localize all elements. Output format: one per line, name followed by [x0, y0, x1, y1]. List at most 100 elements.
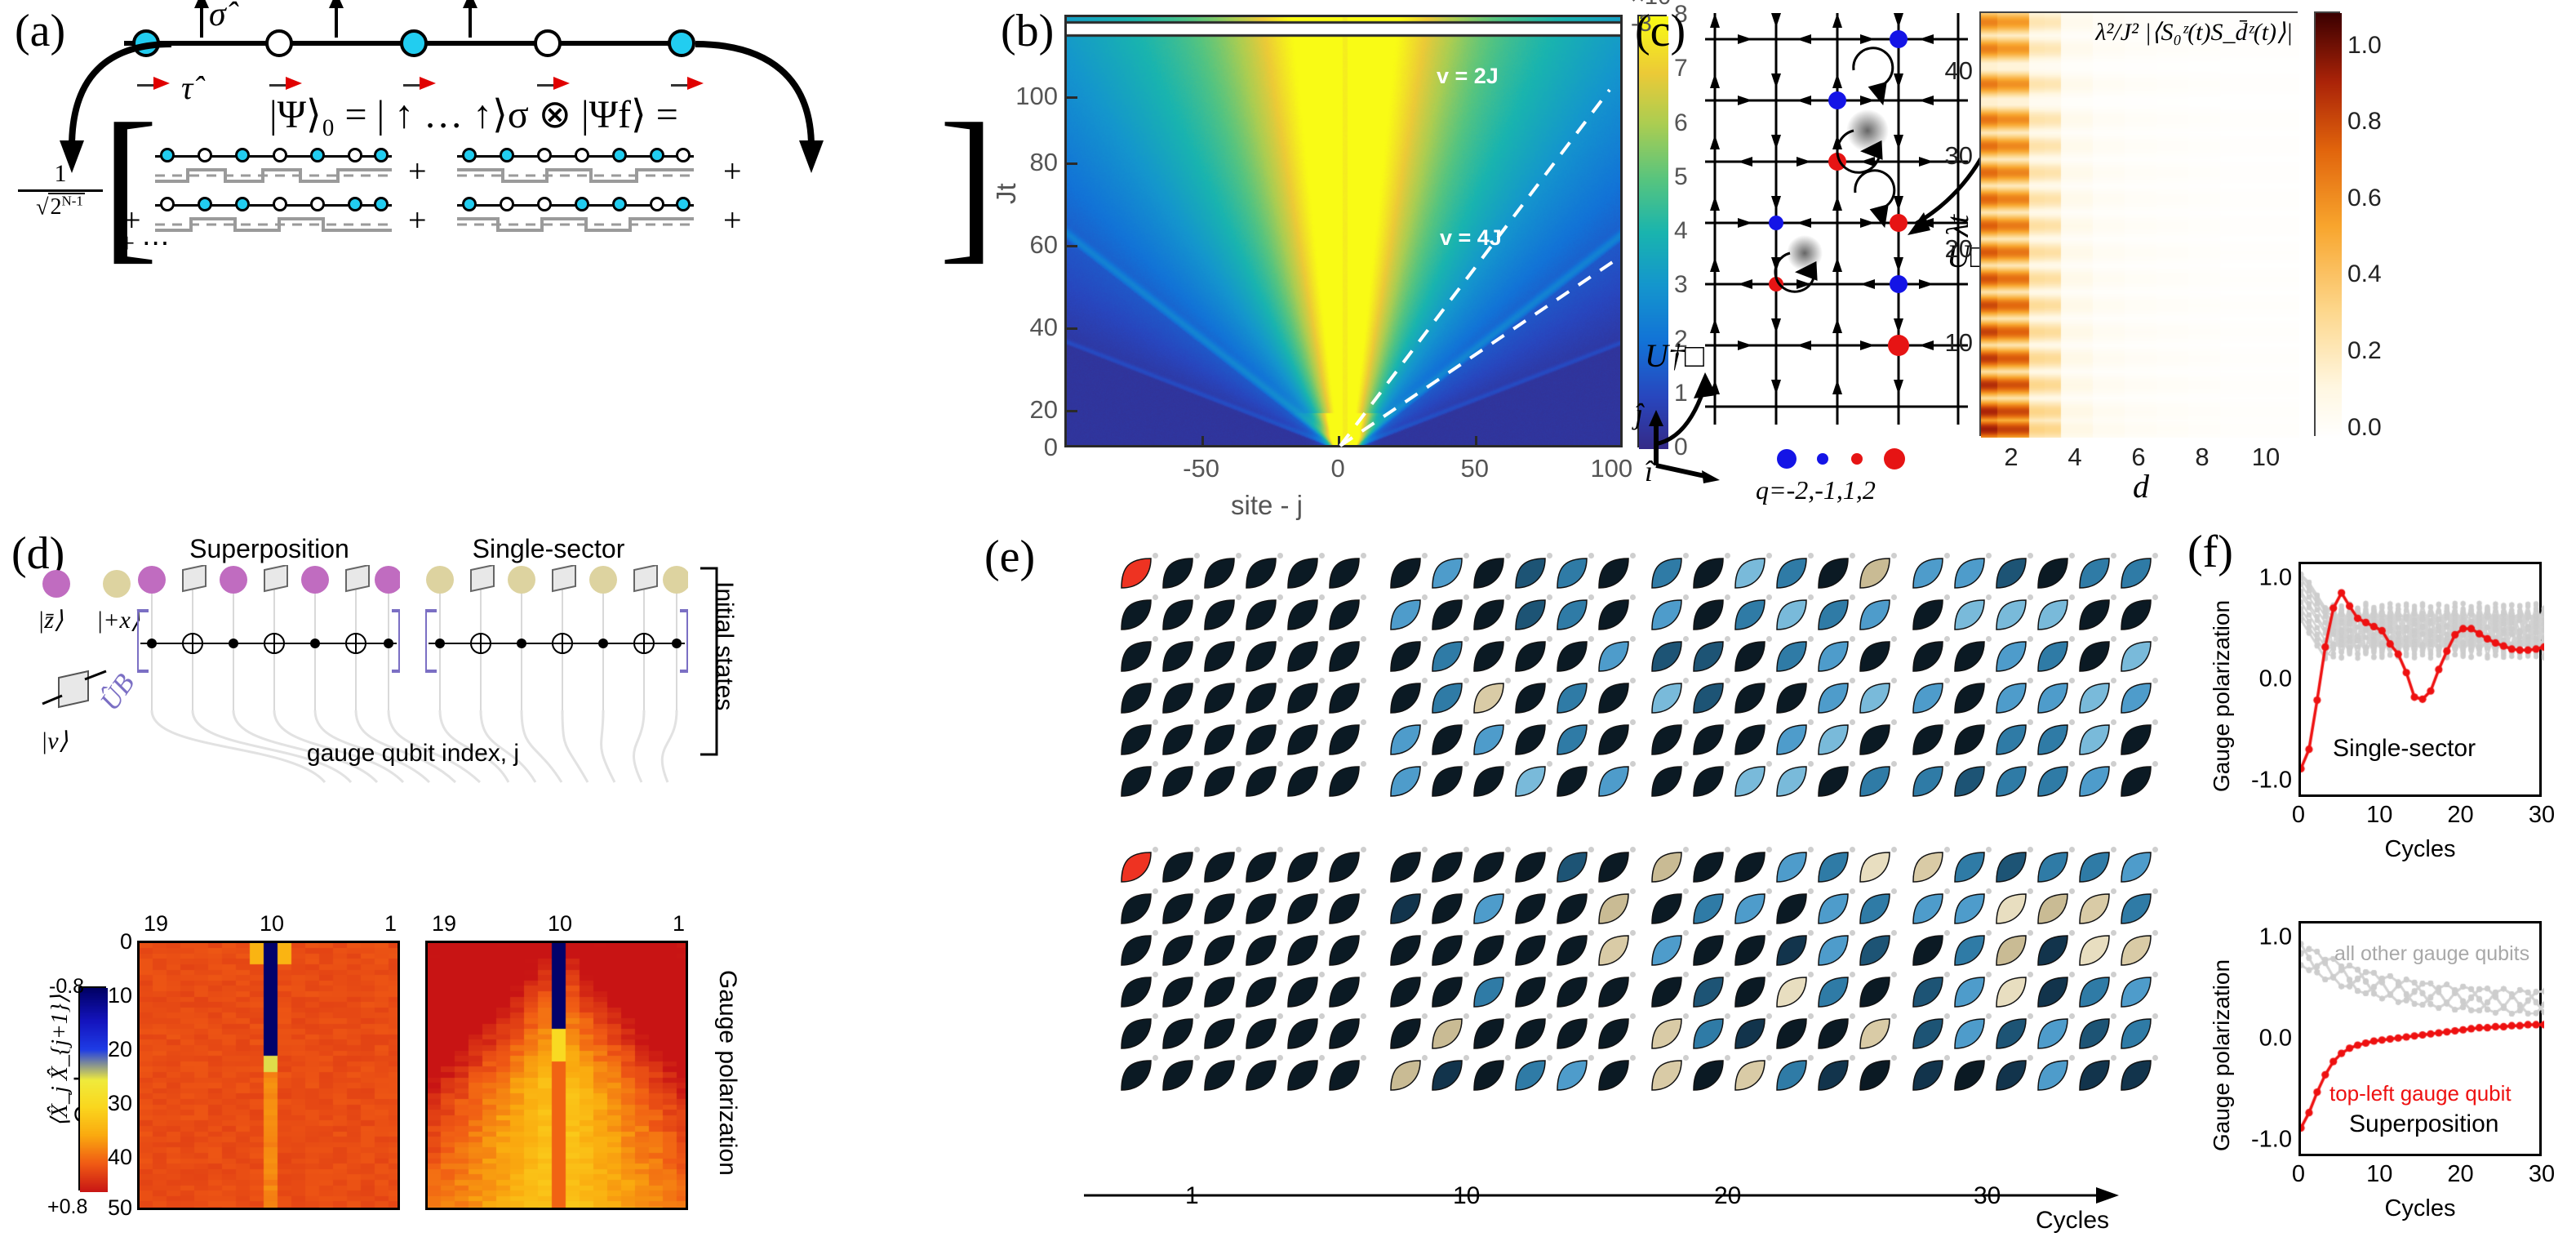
gauge-qubit-petal [1243, 639, 1281, 676]
gauge-qubit-cell [1910, 849, 1948, 891]
gauge-qubit-cell [1857, 597, 1894, 639]
coupler-pin [1850, 719, 1855, 725]
coupler-pin [1319, 1055, 1325, 1061]
gauge-qubit-cell [1649, 639, 1686, 680]
gauge-qubit-cell [1649, 891, 1686, 932]
gauge-qubit-cell [1512, 891, 1550, 932]
gauge-qubit-cell [1285, 639, 1322, 680]
gauge-qubit-petal [1732, 639, 1770, 676]
gauge-qubit-petal [1993, 1016, 2031, 1053]
gauge-qubit-cell [1910, 555, 1948, 597]
gauge-qubit-cell [1285, 680, 1322, 722]
gauge-qubit-petal [1160, 849, 1197, 887]
gauge-qubit-petal [1596, 722, 1633, 759]
coupler-pin [1766, 847, 1772, 852]
coupler-pin [1547, 678, 1552, 683]
coupler-pin [1422, 1013, 1428, 1019]
coupler-pin [1236, 930, 1241, 936]
coupler-pin [2111, 1055, 2116, 1061]
gauge-qubit-petal [1815, 597, 1853, 634]
gauge-qubit-petal [1993, 1057, 2031, 1095]
gauge-qubit-cell [1952, 1057, 1989, 1099]
circuit-single-sector [425, 565, 688, 712]
gauge-qubit-petal [1512, 722, 1550, 759]
gauge-qubit-petal [1243, 722, 1281, 759]
charge-blue [1828, 91, 1846, 109]
coupler-pin [1194, 719, 1200, 725]
coupler-pin [1944, 1013, 1950, 1019]
coupler-pin [1850, 553, 1855, 558]
gauge-qubit-cell [1512, 974, 1550, 1016]
gauge-qubit-cell [1471, 1016, 1508, 1057]
coupler-pin [1236, 594, 1241, 600]
coupler-pin [1683, 636, 1689, 642]
coupler-pin [1153, 847, 1158, 852]
gauge-qubit-cell [1285, 555, 1322, 597]
coupler-pin [1986, 761, 1992, 767]
coupler-pin [1850, 930, 1855, 936]
gauge-qubit-cell [1910, 680, 1948, 722]
gauge-qubit-cell [1690, 722, 1728, 763]
gauge-qubit-cell [1471, 891, 1508, 932]
gauge-qubit-cell [1429, 763, 1467, 805]
gauge-qubit-petal [1118, 1016, 1156, 1053]
gauge-qubit-petal [1388, 639, 1425, 676]
gauge-qubit-cell [1554, 1057, 1592, 1099]
gauge-qubit-petal [1160, 722, 1197, 759]
gauge-qubit-petal [1118, 680, 1156, 718]
coupler-pin [1986, 553, 1992, 558]
gauge-qubit-cell [1429, 639, 1467, 680]
gauge-qubit-petal [1596, 932, 1633, 970]
gauge-qubit-cell [1554, 849, 1592, 891]
gauge-qubit-petal [1690, 722, 1728, 759]
gauge-qubit-cell [1690, 1016, 1728, 1057]
gauge-qubit-cell [1326, 974, 1364, 1016]
coupler-pin [1505, 930, 1511, 936]
gauge-qubit-petal [1910, 639, 1948, 676]
panel-b-ylabel: Jt [991, 183, 1022, 204]
coupler-pin [1725, 847, 1730, 852]
legend-tan-circle [103, 570, 131, 598]
coupler-pin [1153, 719, 1158, 725]
gauge-qubit-cell [1815, 974, 1853, 1016]
gauge-qubit-cell [1774, 555, 1811, 597]
gauge-qubit-cell [1201, 763, 1239, 805]
gauge-qubit-cell [1774, 639, 1811, 680]
gauge-qubit-cell [1243, 891, 1281, 932]
gauge-qubit-petal [2035, 555, 2072, 593]
gauge-qubit-petal [1857, 932, 1894, 970]
gauge-qubit-cell [1554, 763, 1592, 805]
coupler-pin [1766, 719, 1772, 725]
gauge-qubit-petal [1285, 680, 1322, 718]
gauge-qubit-petal [1649, 974, 1686, 1012]
coupler-pin [1153, 594, 1158, 600]
coupler-pin [1850, 1013, 1855, 1019]
gauge-qubit-petal [1285, 1016, 1322, 1053]
coupler-pin [1725, 761, 1730, 767]
panel-c-axes: 40 30 20 10 2 4 6 8 10 λ²/J² |⟨S₀ᶻ(t)S_d… [1979, 11, 2298, 436]
coupler-pin [1986, 972, 1992, 977]
gauge-qubit-petal [1326, 597, 1364, 634]
right-curved-arrow-icon [687, 33, 859, 180]
gauge-qubit-cell [1596, 1016, 1633, 1057]
gauge-qubit-cell [1326, 763, 1364, 805]
gauge-qubit-petal [1326, 849, 1364, 887]
panel-f-label: (f) [2187, 526, 2233, 578]
gauge-qubit-cell [2118, 1057, 2156, 1099]
gauge-qubit-petal [1512, 932, 1550, 970]
gauge-qubit-cell [1201, 680, 1239, 722]
gauge-qubit-petal [2118, 639, 2156, 676]
coupler-pin [1505, 636, 1511, 642]
gauge-qubit-cell [1512, 849, 1550, 891]
gauge-qubit-petal [1732, 849, 1770, 887]
coupler-pin [1547, 930, 1552, 936]
colorbar-max-label: +0.8 [47, 1195, 87, 1219]
coupler-pin [2152, 972, 2158, 977]
coupler-pin [1891, 888, 1897, 894]
gauge-qubit-petal [1993, 849, 2031, 887]
coupler-pin [1463, 594, 1469, 600]
panel-d-heatmap-superposition [137, 941, 400, 1210]
gauge-qubit-petal [2076, 555, 2114, 593]
coupler-pin [1236, 888, 1241, 894]
coupler-pin [1588, 719, 1594, 725]
